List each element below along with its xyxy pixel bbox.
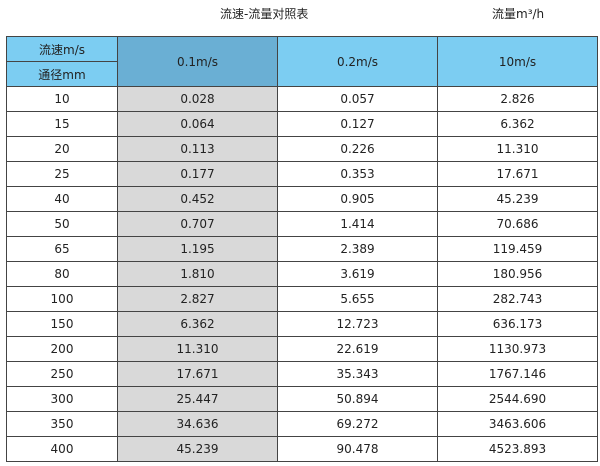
flow-cell: 1.195: [117, 236, 278, 262]
flow-cell: 22.619: [277, 336, 438, 362]
table-row: 10 0.028 0.057 2.826: [6, 86, 598, 112]
table-row: 25 0.177 0.353 17.671: [6, 161, 598, 187]
flow-cell: 70.686: [437, 211, 598, 237]
flow-cell: 69.272: [277, 411, 438, 437]
table-title: 流速-流量对照表: [220, 7, 309, 21]
flow-cell: 0.707: [117, 211, 278, 237]
flow-cell: 4523.893: [437, 436, 598, 462]
diameter-cell: 300: [6, 386, 118, 412]
flow-cell: 0.905: [277, 186, 438, 212]
flow-cell: 17.671: [117, 361, 278, 387]
table-row: 50 0.707 1.414 70.686: [6, 211, 598, 237]
table-row: 150 6.362 12.723 636.173: [6, 311, 598, 337]
flow-cell: 3463.606: [437, 411, 598, 437]
flow-cell: 12.723: [277, 311, 438, 337]
diameter-cell: 400: [6, 436, 118, 462]
table-row: 300 25.447 50.894 2544.690: [6, 386, 598, 412]
flow-cell: 6.362: [117, 311, 278, 337]
flow-cell: 0.064: [117, 111, 278, 137]
diameter-cell: 200: [6, 336, 118, 362]
table-row: 80 1.810 3.619 180.956: [6, 261, 598, 287]
flow-cell: 45.239: [117, 436, 278, 462]
diameter-cell: 50: [6, 211, 118, 237]
flow-cell: 0.452: [117, 186, 278, 212]
flow-cell: 6.362: [437, 111, 598, 137]
flow-cell: 0.353: [277, 161, 438, 187]
diameter-cell: 15: [6, 111, 118, 137]
table-row: 200 11.310 22.619 1130.973: [6, 336, 598, 362]
table-row: 250 17.671 35.343 1767.146: [6, 361, 598, 387]
column-header: 0.2m/s: [277, 36, 438, 87]
column-header: 10m/s: [437, 36, 598, 87]
flow-cell: 35.343: [277, 361, 438, 387]
table-row: 40 0.452 0.905 45.239: [6, 186, 598, 212]
table-row: 100 2.827 5.655 282.743: [6, 286, 598, 312]
flow-cell: 3.619: [277, 261, 438, 287]
diameter-header: 通径mm: [6, 61, 118, 87]
velocity-flow-table: 流速m/s 0.1m/s 0.2m/s 10m/s 通径mm 10 0.028 0.…: [6, 36, 598, 462]
flow-cell: 0.226: [277, 136, 438, 162]
flow-cell: 34.636: [117, 411, 278, 437]
flow-cell: 0.057: [277, 86, 438, 112]
flow-cell: 11.310: [117, 336, 278, 362]
diameter-cell: 25: [6, 161, 118, 187]
table-row: 15 0.064 0.127 6.362: [6, 111, 598, 137]
flow-cell: 45.239: [437, 186, 598, 212]
flow-cell: 1767.146: [437, 361, 598, 387]
flow-cell: 1130.973: [437, 336, 598, 362]
table-row: 20 0.113 0.226 11.310: [6, 136, 598, 162]
flow-cell: 282.743: [437, 286, 598, 312]
flow-cell: 1.810: [117, 261, 278, 287]
diameter-cell: 350: [6, 411, 118, 437]
column-header: 0.1m/s: [117, 36, 278, 87]
diameter-cell: 100: [6, 286, 118, 312]
flow-cell: 0.127: [277, 111, 438, 137]
diameter-cell: 10: [6, 86, 118, 112]
flow-cell: 5.655: [277, 286, 438, 312]
table-row: 400 45.239 90.478 4523.893: [6, 436, 598, 462]
flow-cell: 1.414: [277, 211, 438, 237]
flow-cell: 17.671: [437, 161, 598, 187]
diameter-cell: 65: [6, 236, 118, 262]
diameter-cell: 250: [6, 361, 118, 387]
flow-cell: 25.447: [117, 386, 278, 412]
flow-cell: 180.956: [437, 261, 598, 287]
flow-cell: 2.827: [117, 286, 278, 312]
flow-cell: 0.177: [117, 161, 278, 187]
flow-cell: 50.894: [277, 386, 438, 412]
unit-label: 流量m³/h: [492, 7, 545, 21]
flow-cell: 11.310: [437, 136, 598, 162]
flow-cell: 2.826: [437, 86, 598, 112]
flow-cell: 119.459: [437, 236, 598, 262]
flow-cell: 0.028: [117, 86, 278, 112]
flow-cell: 636.173: [437, 311, 598, 337]
diameter-cell: 20: [6, 136, 118, 162]
flow-cell: 2544.690: [437, 386, 598, 412]
flow-cell: 90.478: [277, 436, 438, 462]
diameter-cell: 80: [6, 261, 118, 287]
diameter-cell: 40: [6, 186, 118, 212]
velocity-header: 流速m/s: [6, 36, 118, 62]
flow-cell: 0.113: [117, 136, 278, 162]
table-row: 65 1.195 2.389 119.459: [6, 236, 598, 262]
flow-cell: 2.389: [277, 236, 438, 262]
table-row: 350 34.636 69.272 3463.606: [6, 411, 598, 437]
diameter-cell: 150: [6, 311, 118, 337]
